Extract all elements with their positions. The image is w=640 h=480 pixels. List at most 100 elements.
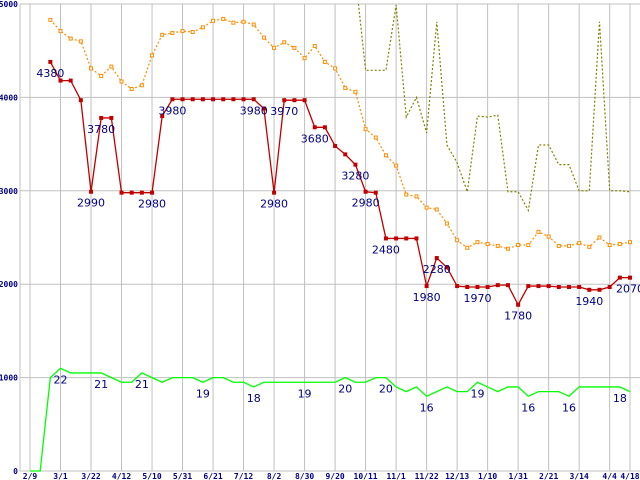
x-tick-label: 8/30: [295, 472, 314, 480]
data-point-orange: [190, 30, 195, 35]
data-point-orange: [343, 86, 348, 91]
data-point-orange: [200, 25, 205, 30]
data-point-red: [89, 189, 94, 194]
series-line-green: [30, 367, 631, 472]
data-point-red: [566, 285, 571, 290]
data-point-orange: [607, 242, 612, 247]
data-point-orange: [129, 86, 134, 91]
data-point-orange: [628, 240, 632, 245]
data-point-red: [68, 78, 73, 83]
data-point-orange: [617, 242, 622, 247]
data-point-red: [261, 106, 266, 111]
data-label-green: 19: [470, 387, 484, 400]
data-point-orange: [302, 56, 307, 61]
data-point-orange: [282, 40, 287, 45]
data-point-red: [434, 256, 439, 261]
data-point-orange: [180, 29, 185, 34]
data-label-red: 3780: [87, 123, 115, 136]
data-label-red: 3980: [158, 104, 186, 117]
data-point-orange: [68, 36, 73, 41]
data-point-orange: [333, 66, 338, 71]
data-point-red: [485, 285, 490, 290]
x-tick-label: 6/21: [203, 472, 222, 480]
data-point-orange: [292, 45, 297, 50]
data-point-red: [404, 236, 409, 241]
data-point-orange: [231, 20, 236, 25]
x-tick-label: 5/31: [173, 472, 192, 480]
data-point-red: [170, 97, 175, 102]
data-label-red: 3980: [240, 104, 268, 117]
data-point-orange: [119, 79, 124, 84]
data-point-orange: [150, 53, 155, 58]
data-point-orange: [444, 221, 449, 226]
data-point-orange: [170, 30, 175, 35]
data-point-red: [597, 287, 602, 292]
data-label-green: 22: [54, 373, 68, 386]
data-point-red: [343, 152, 348, 157]
data-point-orange: [414, 194, 419, 199]
data-point-orange: [394, 163, 399, 168]
data-point-red: [353, 162, 358, 167]
data-point-orange: [434, 207, 439, 212]
data-label-green: 19: [298, 387, 312, 400]
y-tick-label: 4000: [0, 93, 18, 102]
data-point-red: [272, 190, 277, 195]
data-point-red: [302, 98, 307, 103]
data-label-green: 18: [247, 392, 261, 405]
data-point-red: [200, 97, 205, 102]
data-point-red: [211, 97, 216, 102]
data-label-green: 16: [420, 401, 434, 414]
series-group: [30, 4, 632, 472]
data-point-orange: [475, 240, 480, 245]
x-tick-label: 3/22: [81, 472, 100, 480]
data-label-green: 20: [338, 383, 352, 396]
x-tick-label: 11/22: [415, 472, 439, 480]
x-tick-label: 2/9: [23, 472, 38, 480]
y-tick-label: 2000: [0, 280, 18, 289]
data-point-orange: [465, 245, 470, 250]
y-tick-label: 3000: [0, 187, 18, 196]
y-tick-label: 0: [13, 467, 18, 476]
data-label-red: 3680: [301, 132, 329, 145]
data-point-red: [465, 285, 470, 290]
data-label-green: 19: [196, 387, 210, 400]
data-point-red: [190, 97, 195, 102]
data-label-red: 1980: [413, 291, 441, 304]
data-point-orange: [597, 235, 602, 240]
data-point-red: [129, 190, 134, 195]
data-point-red: [48, 59, 53, 64]
data-point-red: [455, 284, 460, 289]
data-point-red: [119, 190, 124, 195]
data-point-red: [424, 284, 429, 289]
y-tick-label: 5000: [0, 0, 18, 9]
data-point-red: [546, 284, 551, 289]
data-label-red: 2980: [260, 198, 288, 211]
data-point-orange: [211, 18, 216, 23]
data-point-orange: [78, 39, 83, 44]
x-tick-label: 1/31: [509, 472, 528, 480]
data-point-orange: [221, 16, 226, 21]
data-point-orange: [373, 135, 378, 140]
data-point-orange: [577, 241, 582, 246]
data-point-orange: [536, 229, 541, 234]
data-label-red: 2280: [423, 263, 451, 276]
data-point-orange: [516, 242, 521, 247]
data-point-red: [282, 98, 287, 103]
data-point-orange: [587, 244, 592, 249]
data-label-red: 3970: [270, 105, 298, 118]
data-point-orange: [58, 29, 63, 34]
data-point-red: [160, 114, 165, 119]
series-line-red: [49, 61, 630, 307]
x-tick-label: 1/10: [478, 472, 497, 480]
data-label-red: 2980: [138, 198, 166, 211]
series-line-olive: [357, 4, 631, 213]
data-point-red: [58, 78, 63, 83]
data-point-orange: [546, 234, 551, 239]
data-point-orange: [455, 238, 460, 243]
data-point-red: [444, 265, 449, 270]
data-label-green: 21: [94, 378, 108, 391]
data-point-red: [383, 236, 388, 241]
data-point-orange: [322, 59, 327, 64]
